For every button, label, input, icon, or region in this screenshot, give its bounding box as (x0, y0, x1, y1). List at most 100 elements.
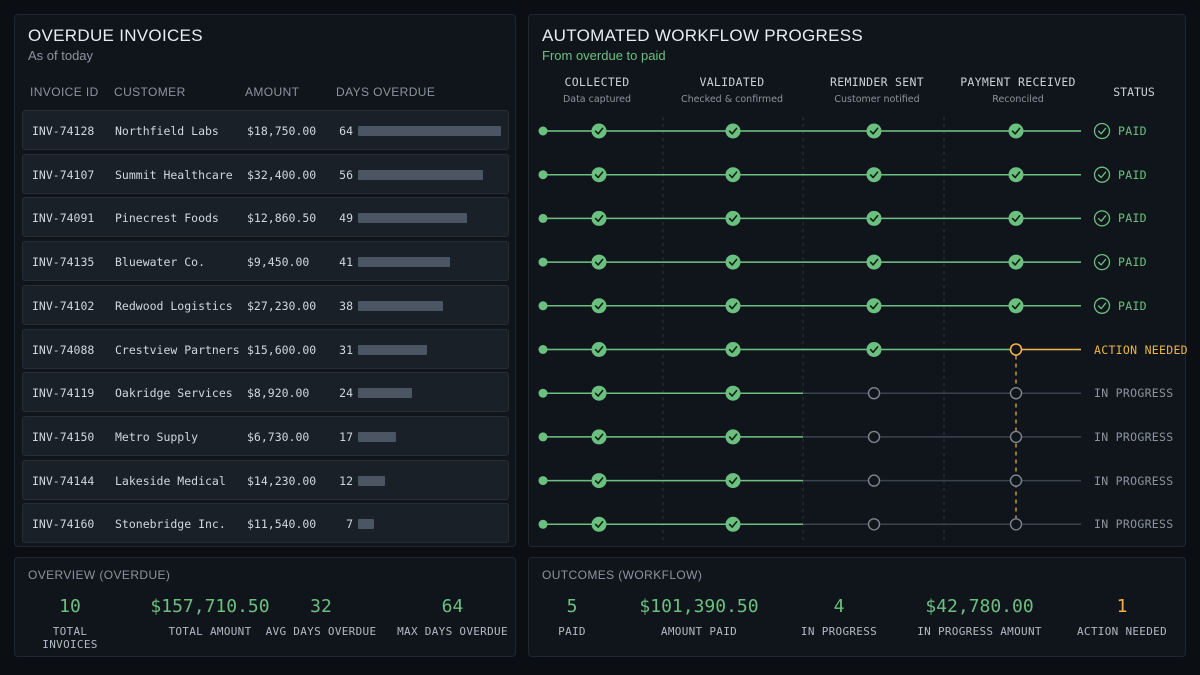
col-header-invoice-id[interactable]: INVOICE ID (30, 85, 99, 99)
invoice-id-cell: INV-74091 (32, 211, 95, 226)
days-overdue-cell: 12 (339, 473, 353, 488)
status-paid: PAID (1118, 167, 1147, 182)
table-row[interactable]: INV-74102 Redwood Logistics $27,230.00 38 (22, 284, 509, 325)
table-row[interactable]: INV-74088 Crestview Partners $15,600.00 31 (22, 328, 509, 369)
stat-value: 4 (833, 596, 845, 617)
days-overdue-cell: 17 (339, 429, 353, 444)
workflow-title: AUTOMATED WORKFLOW PROGRESS (542, 26, 864, 45)
customer-cell: Metro Supply (115, 429, 199, 444)
check-icon (594, 389, 604, 397)
col-header-amount[interactable]: AMOUNT (245, 85, 300, 99)
table-row[interactable]: INV-74135 Bluewater Co. $9,450.00 41 (22, 241, 509, 282)
overdue-invoices-panel: OVERDUE INVOICES As of today INVOICE ID … (14, 14, 516, 547)
days-overdue-bar (358, 388, 412, 399)
stage-complete-node (591, 254, 607, 270)
stat-amount-paid: $101,390.50 AMOUNT PAID (629, 596, 769, 638)
days-overdue-cell: 31 (339, 342, 353, 357)
stage-complete-node (866, 123, 882, 139)
stage-complete-node (725, 385, 741, 401)
invoice-id-cell: INV-74107 (32, 167, 95, 182)
days-overdue-cell: 64 (339, 124, 353, 138)
invoice-id-cell: INV-74135 (32, 255, 95, 270)
days-overdue-bar (358, 126, 501, 136)
table-row[interactable]: INV-74128 Northfield Labs $18,750.00 64 (22, 110, 509, 150)
stage-complete-node (1008, 254, 1024, 270)
check-icon (869, 171, 879, 179)
stage-complete-node (725, 429, 741, 445)
status-paid: PAID (1118, 211, 1147, 226)
overview-panel: OVERVIEW (OVERDUE) 10 TOTAL INVOICES $15… (14, 557, 516, 657)
workflow-start-dot (538, 388, 548, 398)
amount-cell: $32,400.00 (247, 167, 317, 182)
stage-pending-node (1009, 518, 1023, 531)
invoice-id-cell: INV-74128 (32, 124, 95, 138)
paid-status-icon (1093, 210, 1111, 227)
stat-label: AMOUNT PAID (660, 625, 738, 638)
stat-label: TOTAL AMOUNT (168, 625, 252, 638)
workflow-start-dot (538, 257, 548, 267)
stat-label: IN PROGRESS AMOUNT (917, 625, 1042, 638)
workflow-tracks (538, 117, 1111, 541)
stat-value: 5 (566, 596, 578, 617)
stage-complete-node (591, 123, 607, 139)
amount-cell: $12,860.50 (247, 211, 317, 226)
stage-complete-node (725, 516, 741, 532)
customer-cell: Pinecrest Foods (115, 211, 219, 226)
invoice-id-cell: INV-74144 (32, 473, 95, 488)
workflow-start-dot (538, 126, 548, 136)
invoice-id-cell: INV-74150 (32, 429, 95, 444)
invoices-subtitle: As of today (28, 48, 94, 63)
invoice-id-cell: INV-74088 (32, 342, 95, 357)
stage-pending-node (867, 430, 881, 444)
stat-value: 64 (441, 596, 464, 617)
check-icon (1097, 258, 1107, 266)
paid-status-icon (1093, 122, 1111, 140)
stage-pending-node (867, 387, 881, 400)
customer-cell: Summit Healthcare (115, 167, 233, 182)
table-row[interactable]: INV-74091 Pinecrest Foods $12,860.50 49 (22, 197, 509, 238)
stat-label: AVG DAYS OVERDUE (265, 625, 377, 638)
col-header-customer[interactable]: CUSTOMER (114, 85, 186, 99)
amount-cell: $18,750.00 (247, 124, 317, 138)
col-header-days-overdue[interactable]: DAYS OVERDUE (336, 85, 436, 99)
stat-value: 32 (310, 596, 332, 617)
check-icon (594, 127, 604, 135)
amount-cell: $11,540.00 (247, 517, 317, 532)
invoice-id-cell: INV-74102 (32, 298, 95, 313)
stage-title: VALIDATED (699, 75, 765, 89)
check-icon (1011, 127, 1021, 135)
days-overdue-cell: 56 (339, 167, 353, 182)
stat-total-amount: $157,710.50 TOTAL AMOUNT (135, 596, 285, 638)
table-row[interactable]: INV-74107 Summit Healthcare $32,400.00 56 (22, 153, 509, 194)
stage-title: COLLECTED (564, 75, 630, 89)
stage-complete-node (866, 167, 882, 183)
table-row[interactable]: INV-74144 Lakeside Medical $14,230.00 12 (22, 459, 509, 500)
check-icon (1097, 215, 1107, 222)
customer-cell: Stonebridge Inc. (115, 517, 226, 532)
check-icon (728, 389, 738, 397)
stage-complete-node (725, 123, 741, 139)
stage-complete-node (591, 342, 607, 357)
outcomes-panel: OUTCOMES (WORKFLOW) 5 PAID $101,390.50 A… (528, 557, 1186, 657)
stage-complete-node (591, 473, 607, 489)
days-overdue-bar (358, 344, 428, 355)
workflow-start-dot (538, 345, 548, 354)
outcomes-title: OUTCOMES (WORKFLOW) (542, 568, 703, 582)
table-row[interactable]: INV-74160 Stonebridge Inc. $11,540.00 7 (22, 503, 509, 544)
check-icon (594, 215, 604, 222)
table-row[interactable]: INV-74150 Metro Supply $6,730.00 17 (22, 415, 509, 456)
stage-subtitle: Customer notified (834, 94, 920, 105)
status-header: STATUS (1113, 85, 1155, 99)
workflow-start-dot (538, 432, 548, 442)
days-overdue-cell: 41 (339, 255, 353, 270)
days-overdue-bar (358, 519, 374, 530)
status-in-progress: IN PROGRESS (1094, 517, 1174, 532)
stage-pending-node (1009, 474, 1023, 487)
check-icon (728, 215, 738, 222)
customer-cell: Oakridge Services (115, 386, 233, 401)
stage-complete-node (725, 298, 741, 314)
check-icon (728, 346, 738, 354)
check-icon (1011, 171, 1021, 179)
check-icon (1097, 171, 1107, 179)
table-row[interactable]: INV-74119 Oakridge Services $8,920.00 24 (22, 372, 509, 413)
